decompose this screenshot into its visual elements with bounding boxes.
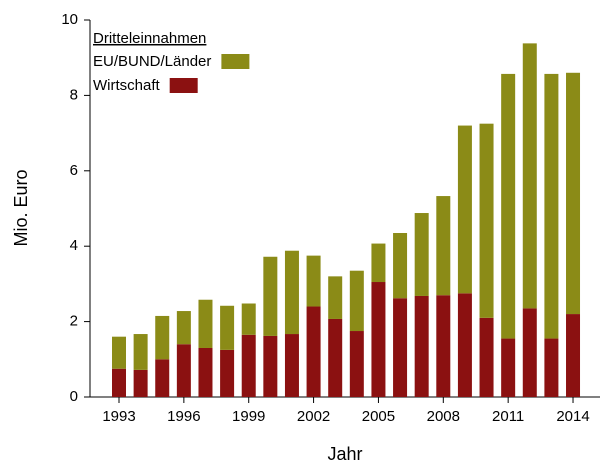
bar-segment: [176, 344, 191, 397]
y-tick-label: 0: [70, 388, 78, 405]
legend-title: Dritteleinnahmen: [93, 30, 206, 47]
x-tick-label: 2005: [362, 408, 395, 425]
y-tick-label: 4: [70, 237, 78, 254]
bar-segment: [457, 125, 472, 294]
x-tick-label: 2011: [492, 408, 524, 425]
bar-segment: [263, 256, 278, 336]
bar-segment: [198, 299, 213, 348]
bar-segment: [328, 318, 343, 397]
bar-segment: [220, 349, 235, 397]
bar-segment: [544, 338, 559, 397]
legend-swatch: [221, 54, 250, 69]
bar-segment: [349, 270, 364, 332]
legend-swatch: [169, 78, 198, 93]
bar-segment: [241, 334, 256, 397]
bar-segment: [436, 196, 451, 296]
x-axis-title: Jahr: [327, 444, 362, 464]
bar-segment: [522, 43, 537, 309]
y-tick-label: 2: [70, 313, 78, 330]
bar-segment: [112, 336, 126, 369]
bar-segment: [155, 315, 170, 360]
bar-segment: [220, 305, 235, 350]
bar-segment: [241, 303, 256, 335]
bar-segment: [198, 347, 213, 397]
bar-segment: [414, 213, 429, 296]
bar-segment: [133, 334, 148, 370]
bar-segment: [176, 311, 191, 345]
y-tick-label: 8: [70, 86, 78, 103]
bar-segment: [263, 335, 278, 397]
legend-label: Wirtschaft: [93, 77, 161, 94]
bar-segment: [566, 314, 581, 397]
bar-segment: [501, 338, 516, 397]
bar-segment: [501, 73, 516, 339]
bar-segment: [306, 255, 321, 307]
bar-segment: [284, 334, 299, 397]
bar-segment: [479, 317, 494, 397]
x-tick-label: 1996: [167, 408, 200, 425]
x-tick-label: 1993: [102, 408, 135, 425]
bar-segment: [155, 359, 170, 397]
bar-segment: [457, 293, 472, 397]
y-tick-label: 6: [70, 162, 78, 179]
y-axis-title: Mio. Euro: [11, 169, 31, 246]
bar-segment: [479, 123, 494, 318]
bar-segment: [328, 276, 343, 319]
bar-segment: [349, 331, 364, 397]
x-tick-label: 2008: [427, 408, 460, 425]
x-tick-label: 2014: [556, 408, 589, 425]
bar-segment: [522, 308, 537, 397]
x-tick-label: 2002: [297, 408, 330, 425]
bar-segment: [371, 282, 386, 397]
bar-segment: [306, 306, 321, 397]
bar-segment: [133, 369, 148, 397]
y-tick-label: 10: [61, 11, 78, 28]
bar-segment: [393, 233, 408, 299]
bar-segment: [393, 298, 408, 397]
bar-segment: [371, 243, 386, 283]
legend-label: EU/BUND/Länder: [93, 53, 211, 70]
bar-segment: [544, 73, 559, 339]
bar-segment: [284, 250, 299, 335]
bar-segment: [112, 368, 126, 397]
bar-segment: [414, 295, 429, 397]
bar-segment: [566, 72, 581, 315]
bar-segment: [436, 295, 451, 397]
x-tick-label: 1999: [232, 408, 265, 425]
